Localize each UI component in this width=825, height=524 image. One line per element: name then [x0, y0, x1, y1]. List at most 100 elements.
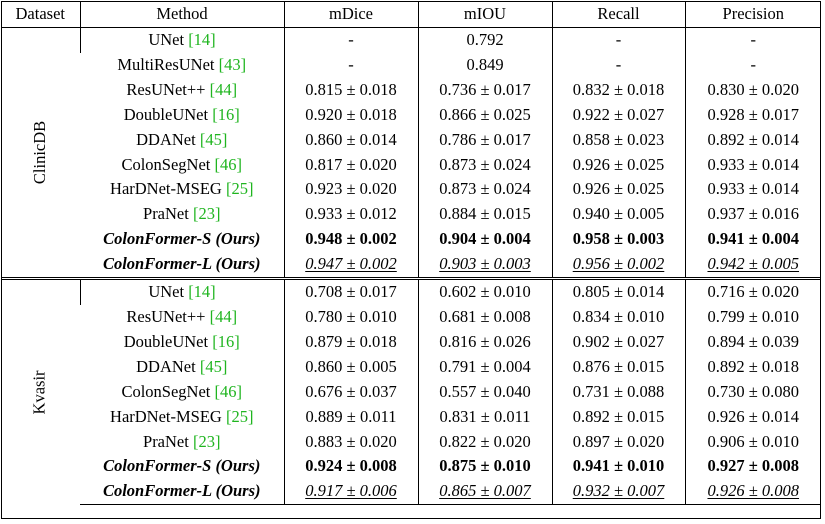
miou-value: 0.849	[466, 55, 503, 74]
recall-value: 0.876 ± 0.015	[573, 357, 665, 376]
mdice-cell: 0.947 ± 0.002	[284, 252, 418, 278]
recall-cell: 0.832 ± 0.018	[552, 78, 685, 103]
precision-value: -	[751, 30, 757, 49]
citation-ref: [45]	[200, 130, 228, 149]
method-cell: HarDNet-MSEG [25]	[80, 405, 284, 430]
header-recall: Recall	[552, 1, 685, 28]
precision-cell: 0.830 ± 0.020	[685, 78, 821, 103]
precision-cell: 0.937 ± 0.016	[685, 202, 821, 227]
recall-value: -	[616, 30, 622, 49]
method-cell: PraNet [23]	[80, 430, 284, 455]
mdice-value: 0.883 ± 0.020	[305, 432, 397, 451]
table-row: ColonSegNet [46] 0.676 ± 0.037 0.557 ± 0.0…	[1, 380, 821, 405]
miou-cell: 0.792	[418, 28, 552, 53]
miou-cell: 0.816 ± 0.026	[418, 330, 552, 355]
mdice-cell: 0.883 ± 0.020	[284, 430, 418, 455]
mdice-cell: 0.879 ± 0.018	[284, 330, 418, 355]
recall-value: 0.805 ± 0.014	[573, 282, 665, 301]
mdice-value: 0.924 ± 0.008	[305, 456, 397, 475]
method-name: ColonFormer-L (Ours)	[103, 481, 261, 500]
recall-cell: 0.932 ± 0.007	[552, 479, 685, 504]
header-mdice: mDice	[284, 1, 418, 28]
precision-value: 0.892 ± 0.014	[707, 130, 799, 149]
citation-ref: [23]	[193, 204, 221, 223]
method-name: UNet	[148, 30, 184, 49]
citation-ref: [23]	[193, 432, 221, 451]
miou-value: 0.873 ± 0.024	[439, 155, 531, 174]
citation-ref: [14]	[188, 30, 216, 49]
recall-cell: 0.897 ± 0.020	[552, 430, 685, 455]
mdice-value: 0.933 ± 0.012	[305, 204, 397, 223]
miou-value: 0.866 ± 0.025	[439, 105, 531, 124]
method-cell: ColonFormer-S (Ours)	[80, 454, 284, 479]
recall-value: 0.958 ± 0.003	[573, 229, 665, 248]
miou-cell: 0.884 ± 0.015	[418, 202, 552, 227]
mdice-value: 0.948 ± 0.002	[305, 229, 397, 248]
kvasir-group: Kvasir UNet [14] 0.708 ± 0.017 0.602 ± 0.01…	[1, 279, 821, 505]
table-row: ColonSegNet [46] 0.817 ± 0.020 0.873 ± 0.0…	[1, 153, 821, 178]
mdice-value: 0.817 ± 0.020	[305, 155, 397, 174]
method-name: MultiResUNet	[117, 55, 214, 74]
recall-cell: 0.902 ± 0.027	[552, 330, 685, 355]
recall-value: 0.926 ± 0.025	[573, 179, 665, 198]
method-cell: ColonFormer-L (Ours)	[80, 252, 284, 278]
miou-cell: 0.602 ± 0.010	[418, 279, 552, 305]
table-row: MultiResUNet [43] - 0.849 - -	[1, 53, 821, 78]
recall-cell: -	[552, 53, 685, 78]
miou-value: 0.903 ± 0.003	[439, 254, 531, 273]
mdice-value: 0.860 ± 0.005	[305, 357, 397, 376]
recall-value: 0.892 ± 0.015	[573, 407, 665, 426]
mdice-value: 0.920 ± 0.018	[305, 105, 397, 124]
miou-cell: 0.865 ± 0.007	[418, 479, 552, 504]
method-name: HarDNet-MSEG	[110, 407, 222, 426]
header-miou: mIOU	[418, 1, 552, 28]
table-row: PraNet [23] 0.933 ± 0.012 0.884 ± 0.015 0.9…	[1, 202, 821, 227]
dataset-cell: ClinicDB	[1, 28, 80, 279]
miou-value: 0.865 ± 0.007	[439, 481, 531, 500]
table-row: ResUNet++ [44] 0.780 ± 0.010 0.681 ± 0.008…	[1, 305, 821, 330]
method-cell: DoubleUNet [16]	[80, 103, 284, 128]
method-cell: PraNet [23]	[80, 202, 284, 227]
header-dataset: Dataset	[1, 1, 80, 28]
miou-value: 0.681 ± 0.008	[439, 307, 531, 326]
recall-cell: 0.926 ± 0.025	[552, 153, 685, 178]
precision-value: 0.933 ± 0.014	[707, 179, 799, 198]
mdice-cell: 0.780 ± 0.010	[284, 305, 418, 330]
miou-value: 0.884 ± 0.015	[439, 204, 531, 223]
precision-value: 0.927 ± 0.008	[707, 456, 799, 475]
recall-value: 0.897 ± 0.020	[573, 432, 665, 451]
precision-cell: 0.894 ± 0.039	[685, 330, 821, 355]
method-name: ColonSegNet	[121, 155, 210, 174]
mdice-value: 0.879 ± 0.018	[305, 332, 397, 351]
miou-cell: 0.873 ± 0.024	[418, 177, 552, 202]
citation-ref: [16]	[212, 332, 240, 351]
miou-value: 0.792	[466, 30, 503, 49]
miou-value: 0.904 ± 0.004	[439, 229, 531, 248]
method-name: ColonFormer-S (Ours)	[103, 456, 260, 475]
citation-ref: [44]	[210, 80, 238, 99]
precision-value: 0.799 ± 0.010	[707, 307, 799, 326]
mdice-cell: 0.920 ± 0.018	[284, 103, 418, 128]
precision-cell: 0.716 ± 0.020	[685, 279, 821, 305]
miou-cell: 0.736 ± 0.017	[418, 78, 552, 103]
method-cell: DDANet [45]	[80, 128, 284, 153]
method-cell: DDANet [45]	[80, 355, 284, 380]
recall-value: 0.922 ± 0.027	[573, 105, 665, 124]
recall-value: 0.926 ± 0.025	[573, 155, 665, 174]
recall-cell: 0.958 ± 0.003	[552, 227, 685, 252]
precision-cell: 0.892 ± 0.014	[685, 128, 821, 153]
mdice-value: -	[348, 30, 354, 49]
recall-value: 0.940 ± 0.005	[573, 204, 665, 223]
recall-cell: 0.858 ± 0.023	[552, 128, 685, 153]
miou-cell: 0.822 ± 0.020	[418, 430, 552, 455]
precision-value: 0.906 ± 0.010	[707, 432, 799, 451]
precision-value: 0.716 ± 0.020	[707, 282, 799, 301]
table-row: ColonFormer-S (Ours) 0.948 ± 0.002 0.904 ±…	[1, 227, 821, 252]
precision-value: 0.926 ± 0.014	[707, 407, 799, 426]
method-cell: ResUNet++ [44]	[80, 305, 284, 330]
recall-cell: 0.940 ± 0.005	[552, 202, 685, 227]
mdice-cell: 0.860 ± 0.014	[284, 128, 418, 153]
recall-cell: 0.941 ± 0.010	[552, 454, 685, 479]
precision-value: 0.730 ± 0.080	[707, 382, 799, 401]
precision-value: 0.928 ± 0.017	[707, 105, 799, 124]
